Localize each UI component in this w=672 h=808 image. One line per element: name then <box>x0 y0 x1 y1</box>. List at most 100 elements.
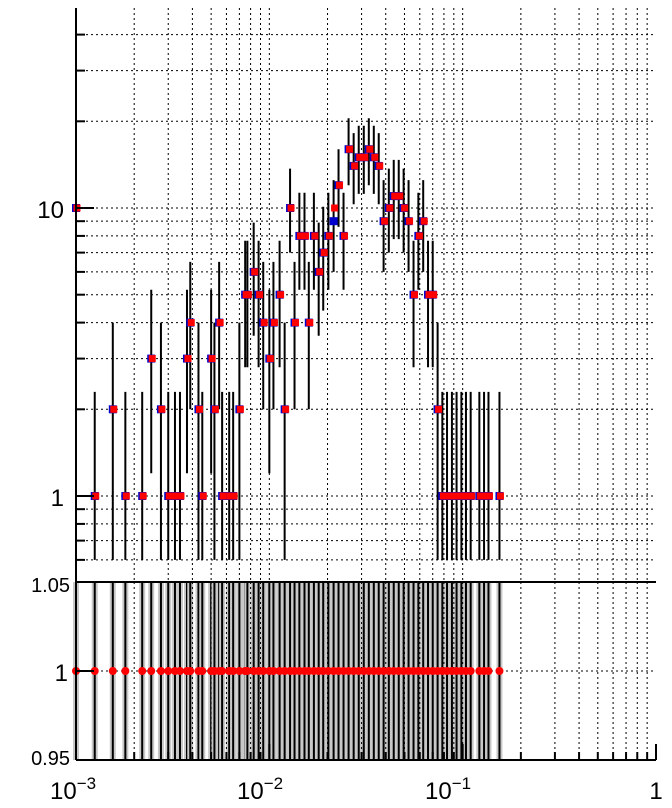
series-b-marker <box>172 492 180 500</box>
series-b-marker <box>411 291 419 299</box>
series-b-marker <box>230 492 238 500</box>
series-b-marker <box>92 492 100 500</box>
ratio-point <box>229 667 238 675</box>
series-b-marker <box>165 492 173 500</box>
series-b-marker <box>351 162 359 170</box>
series-b-marker <box>316 268 324 276</box>
series-b-marker <box>415 232 423 240</box>
x-tick-label-1e-2-base: 10 <box>237 778 264 805</box>
series-b-marker <box>219 492 227 500</box>
series-b-marker <box>216 319 224 327</box>
bottom-y-tick-label-1.05: 1.05 <box>31 575 70 597</box>
series-b-marker <box>277 291 285 299</box>
x-tick-label-1e-2: 10−2 <box>237 774 283 805</box>
series-b-marker <box>296 232 304 240</box>
ratio-point <box>175 667 184 675</box>
series-b-marker <box>282 405 290 413</box>
ratio-point <box>495 667 504 675</box>
series-b-marker <box>331 204 339 212</box>
series-b-marker <box>454 492 462 500</box>
series-b-marker <box>184 355 192 363</box>
series-b-marker <box>199 492 207 500</box>
series-b-marker <box>320 249 328 257</box>
series-b-marker <box>496 492 504 500</box>
ratio-point <box>466 667 475 675</box>
series-b-marker <box>139 492 147 500</box>
series-b-marker <box>122 492 130 500</box>
series-b-marker <box>468 492 476 500</box>
series-b-marker <box>485 492 493 500</box>
bottom-y-tick-label-0.95: 0.95 <box>31 748 70 770</box>
series-b-marker <box>406 217 414 225</box>
ratio-point <box>156 667 165 675</box>
x-tick-label-1-base: 1 <box>649 778 662 805</box>
series-b-marker <box>444 492 452 500</box>
series-b-marker <box>110 405 118 413</box>
x-tick-label-1e-1-exp: −1 <box>452 774 471 793</box>
ratio-point <box>218 667 227 675</box>
series-b-marker <box>439 492 447 500</box>
series-b-marker <box>306 319 314 327</box>
ratio-point <box>164 667 173 675</box>
x-tick-label-1e-3-base: 10 <box>50 778 77 805</box>
series-b-marker <box>292 319 300 327</box>
series-b-marker <box>401 204 409 212</box>
series-b-marker <box>341 232 349 240</box>
series-b-marker <box>386 204 394 212</box>
series-b-marker <box>420 217 428 225</box>
top-y-tick-label-10: 10 <box>37 197 64 224</box>
series-b-marker <box>481 492 489 500</box>
series-b-marker <box>430 291 438 299</box>
series-b-marker <box>449 492 457 500</box>
ratio-point <box>484 667 493 675</box>
series-b-marker <box>211 405 219 413</box>
series-b-marker <box>463 492 471 500</box>
series-b-marker <box>376 162 384 170</box>
ratio-point <box>108 667 117 675</box>
series-b-marker <box>266 355 274 363</box>
series-b-marker <box>361 153 369 161</box>
series-b-marker <box>458 492 466 500</box>
ratio-point <box>269 667 278 675</box>
x-tick-label-1e-3: 10−3 <box>50 774 96 805</box>
x-tick-label-1e-1: 10−1 <box>425 774 471 805</box>
series-b-marker <box>391 192 399 200</box>
series-b-marker <box>366 145 374 153</box>
series-b-marker <box>346 145 354 153</box>
series-b-marker <box>381 217 389 225</box>
bottom-y-tick-label-1: 1 <box>55 660 68 687</box>
x-tick-label-1e-1-base: 10 <box>425 778 452 805</box>
series-b-marker <box>371 153 379 161</box>
ratio-point <box>147 667 156 675</box>
ratio-point <box>259 667 268 675</box>
ratio-point <box>138 667 147 675</box>
ratio-point <box>90 667 99 675</box>
series-b-marker <box>435 405 443 413</box>
ratio-point <box>186 667 195 675</box>
x-tick-label-1e-3-exp: −3 <box>77 774 96 793</box>
ratio-point <box>235 667 244 675</box>
series-b-marker <box>336 181 344 189</box>
ratio-point <box>198 667 207 675</box>
series-b-marker <box>396 192 404 200</box>
series-b-marker <box>311 232 319 240</box>
series-b-marker <box>287 204 295 212</box>
series-b-marker <box>244 291 252 299</box>
x-tick-label-1e-2-exp: −2 <box>264 774 283 793</box>
series-b-marker <box>195 405 203 413</box>
x-tick-label-1: 1 <box>649 778 662 805</box>
series-b-marker <box>158 405 166 413</box>
series-b-marker <box>251 268 259 276</box>
series-b-marker <box>301 232 309 240</box>
series-b-marker <box>187 319 195 327</box>
series-b-marker <box>476 492 484 500</box>
axes <box>75 8 657 761</box>
ratio-point <box>121 667 130 675</box>
top-y-tick-label-1: 1 <box>51 485 64 512</box>
series-b-marker <box>208 355 216 363</box>
series-b-marker <box>148 355 156 363</box>
series-b-marker <box>256 291 264 299</box>
series-b-marker <box>226 492 234 500</box>
series-b-marker <box>325 232 333 240</box>
